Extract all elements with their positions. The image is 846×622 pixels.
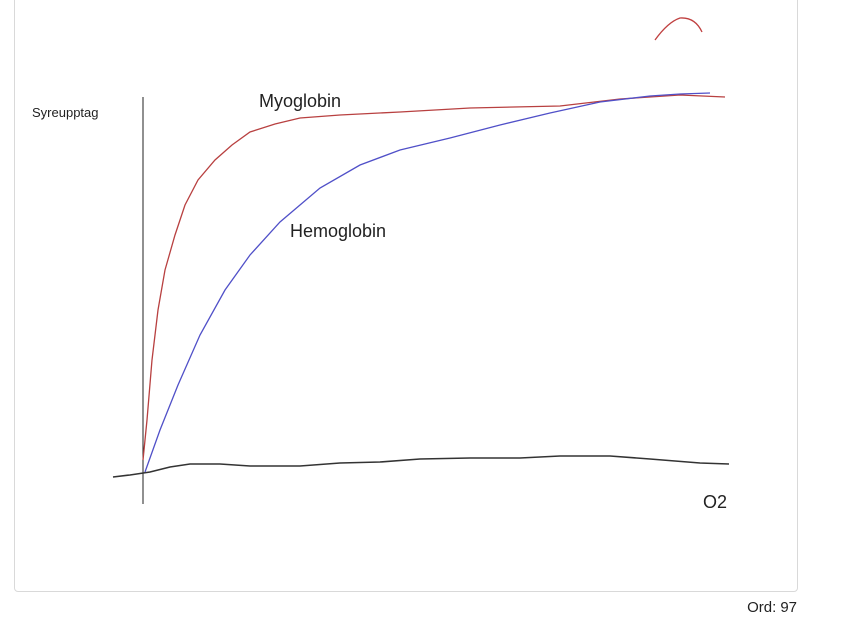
curve-label: Hemoglobin — [290, 221, 386, 241]
word-count: Ord: 97 — [747, 599, 797, 616]
word-count-value: 97 — [780, 599, 797, 616]
x-axis-label: O2 — [703, 492, 727, 512]
hemoglobin-curve — [144, 92, 711, 473]
stray-stroke — [654, 17, 703, 41]
drawing: Syreupptag Myoglobin Hemoglobin O2 — [32, 17, 730, 512]
word-count-label: Ord: — [747, 599, 777, 616]
y-axis-label: Syreupptag — [32, 105, 99, 120]
x-axis — [112, 455, 730, 478]
drawing-panel — [14, 0, 798, 592]
curve-label: Myoglobin — [259, 91, 341, 111]
myoglobin-curve — [142, 94, 726, 461]
